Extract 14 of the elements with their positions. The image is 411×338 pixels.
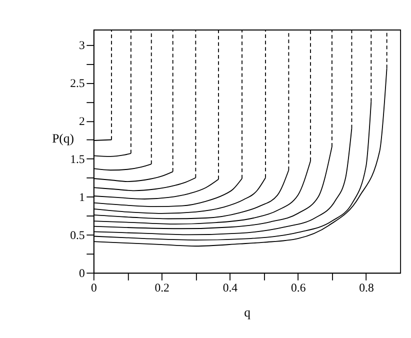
y-tick-label: 2 — [78, 114, 85, 128]
x-tick-label: 0.8 — [359, 280, 374, 294]
x-tick-label: 0.6 — [290, 280, 306, 294]
x-axis-title: q — [244, 306, 252, 320]
y-axis-title: P(q) — [52, 132, 74, 146]
y-tick-label: 0.5 — [70, 228, 85, 242]
y-tick-label: 2.5 — [70, 76, 85, 90]
x-tick-label: 0.2 — [154, 280, 170, 294]
y-tick-label: 3 — [78, 38, 85, 52]
y-tick-label: 0 — [78, 266, 85, 280]
y-tick-label: 1 — [78, 190, 85, 204]
y-tick-label: 1.5 — [70, 152, 85, 166]
x-tick-label: 0.4 — [222, 280, 238, 294]
x-tick-label: 0 — [90, 280, 97, 294]
